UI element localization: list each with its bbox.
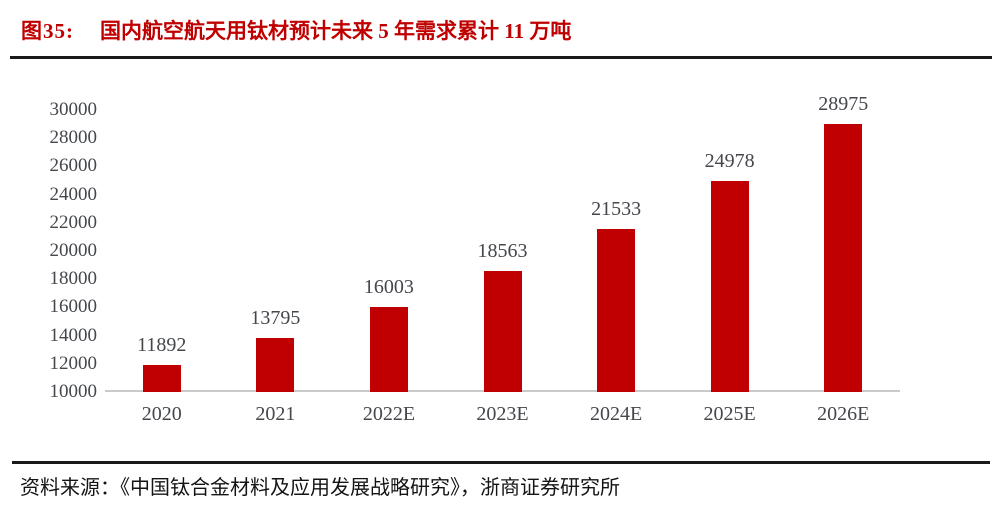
x-tick-label: 2025E [703,403,756,425]
bar-value-label: 16003 [363,276,414,299]
source-note: 资料来源：《中国钛合金材料及应用发展战略研究》，浙商证券研究所 [20,477,620,499]
x-tick-label: 2026E [817,403,870,425]
bar-2020 [142,365,181,392]
bar-value-label: 18563 [477,240,528,263]
y-tick-label: 24000 [49,183,98,205]
source-divider-line [12,461,990,464]
y-tick-label: 16000 [49,296,98,318]
bar-value-label: 24978 [704,149,755,172]
y-tick-label: 14000 [49,324,98,346]
bar-2025E [710,180,749,392]
bar-value-label: 11892 [137,334,187,357]
y-tick-label: 26000 [49,155,98,177]
bar-value-label: 13795 [250,307,301,330]
bar-value-label: 21533 [591,198,642,221]
title-divider-line [10,56,992,59]
y-tick-label: 30000 [49,99,98,120]
x-tick-label: 2023E [476,403,529,425]
figure-number: 图35: [21,19,74,43]
bar-2026E [824,124,863,392]
y-tick-label: 22000 [49,211,98,233]
figure-title: 图35: 国内航空航天用钛材预计未来 5 年需求累计 11 万吨 [21,15,571,45]
figure-title-text: 国内航空航天用钛材预计未来 5 年需求累计 11 万吨 [100,19,572,43]
bar-value-label: 28975 [818,93,869,116]
y-tick-label: 18000 [49,268,98,290]
x-tick-label: 2021 [255,403,296,425]
y-tick-label: 20000 [49,240,98,261]
x-tick-label: 2022E [362,403,416,425]
y-tick-label: 12000 [49,352,98,374]
bar-2021 [256,338,295,392]
bar-2022E [369,307,408,392]
bar-2024E [597,229,636,392]
y-tick-label: 28000 [49,127,98,149]
y-tick-label: 10000 [49,381,98,402]
x-tick-label: 2024E [589,403,643,425]
bar-2023E [483,271,522,392]
x-tick-label: 2020 [141,403,182,425]
